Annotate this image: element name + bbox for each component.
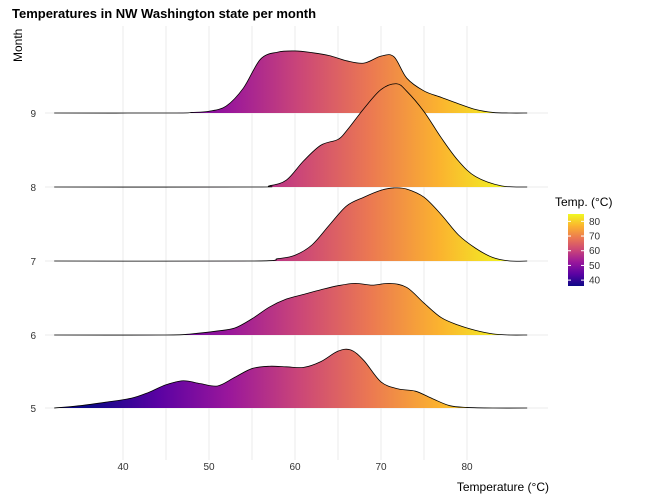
ridge-month-8 (54, 83, 528, 188)
x-tick-labels: 40 50 60 70 80 (117, 462, 473, 473)
legend-colorbar (568, 214, 584, 286)
legend: Temp. (°C) 40 50 60 70 80 (555, 195, 612, 287)
x-tick-label: 60 (289, 462, 301, 473)
ridges (54, 50, 528, 409)
legend-tick-label: 60 (589, 246, 601, 257)
y-tick-label: 5 (30, 404, 36, 415)
x-tick-label: 80 (461, 462, 473, 473)
legend-tick-label: 40 (589, 276, 601, 287)
y-tick-labels: 5 6 7 8 9 (30, 109, 36, 415)
ridge-outline-8 (54, 83, 528, 188)
ridge-outline-5 (54, 348, 528, 409)
legend-tick-label: 80 (589, 217, 601, 228)
ridge-fill-7 (54, 187, 528, 262)
legend-title: Temp. (°C) (555, 195, 612, 209)
y-tick-label: 9 (30, 109, 36, 120)
y-axis-title: Month (11, 29, 25, 62)
ridge-fill-8 (54, 83, 528, 188)
chart-title: Temperatures in NW Washington state per … (12, 6, 316, 21)
ridge-fill-9 (54, 50, 528, 114)
x-tick-label: 40 (117, 462, 129, 473)
y-tick-label: 7 (30, 257, 36, 268)
ridge-outline-6 (54, 282, 528, 336)
ridge-fill-6 (54, 283, 528, 336)
legend-tick-label: 50 (589, 261, 601, 272)
ridge-outline-7 (54, 187, 528, 262)
x-axis-title: Temperature (°C) (457, 480, 549, 494)
y-tick-label: 6 (30, 331, 36, 342)
x-tick-label: 50 (203, 462, 215, 473)
legend-tick-label: 70 (589, 232, 601, 243)
ridge-month-7 (54, 187, 528, 262)
ridge-month-9 (54, 50, 528, 114)
y-tick-label: 8 (30, 183, 36, 194)
ridge-month-5 (54, 348, 528, 409)
ridge-month-6 (54, 282, 528, 336)
legend-ticks: 40 50 60 70 80 (568, 217, 601, 287)
x-tick-label: 70 (375, 462, 387, 473)
ridge-fill-5 (54, 349, 528, 409)
ridge-outline-9 (54, 50, 528, 114)
